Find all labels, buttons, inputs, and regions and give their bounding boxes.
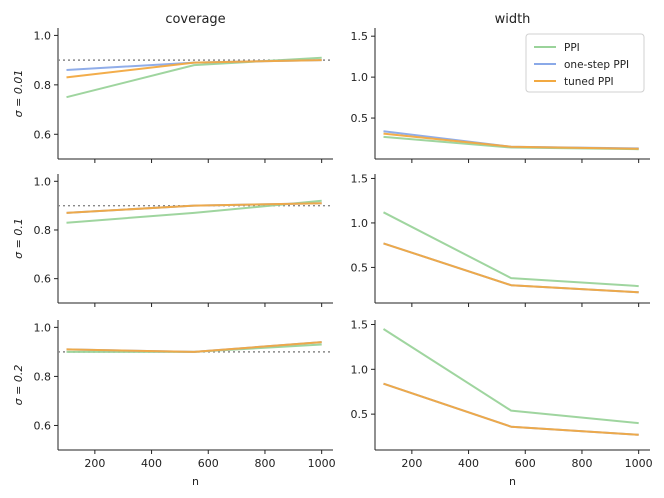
panel-0-1-y-tick-label: 1.5 [351,30,369,43]
panel-0-0-series-ppi [66,56,322,99]
panel-2-0-series-tuned-ppi [66,341,322,353]
panel-2-1-x-tick-label: 1000 [625,457,653,470]
panel-2-1-y-tick-label: 0.5 [351,408,369,421]
panel-2-0-x-tick-label: 1000 [308,457,336,470]
panel-0-0-series-tuned-ppi [66,59,322,79]
panel-1-1-y-tick-label: 1.0 [351,217,369,230]
panel-0-1-y-tick-label: 1.0 [351,71,369,84]
panel-0-1-y-tick-label: 0.5 [351,112,369,125]
panel-2-0-x-tick-label: 200 [84,457,105,470]
row-label: σ = 0.2 [12,365,25,406]
panel-2-1-series-tuned-ppi [383,382,639,436]
x-axis-label: n [509,475,516,488]
panel-2-1-x-tick-label: 800 [571,457,592,470]
panel-2-1-x-tick-label: 200 [401,457,422,470]
row-label: σ = 0.1 [12,218,25,259]
panel-0-1-series-tuned-ppi [383,132,639,150]
panel-1-1-y-tick-label: 1.5 [351,172,369,185]
panel-2-0-x-tick-label: 600 [198,457,219,470]
panel-1-0-y-tick-label: 1.0 [34,175,52,188]
panel-2-1-x-tick-label: 400 [458,457,479,470]
panel-1-0-y-tick-label: 0.8 [34,224,52,237]
panel-0-0-y-tick-label: 0.8 [34,79,52,92]
panel-2-1-y-tick-label: 1.5 [351,318,369,331]
panel-2-0-y-tick-label: 0.8 [34,370,52,383]
legend-label: one-step PPI [564,59,629,71]
panel-1-1-series-ppi [383,211,639,288]
panel-2-1-y-tick-label: 1.0 [351,363,369,376]
panel-2-0-x-tick-label: 800 [254,457,275,470]
panel-0-0-y-tick-label: 0.6 [34,128,52,141]
column-title-coverage: coverage [165,12,225,27]
x-axis-label: n [192,475,199,488]
panel-2-0-y-tick-label: 0.6 [34,419,52,432]
panel-2-1-series-ppi [382,328,639,425]
panel-1-1-y-tick-label: 0.5 [351,261,369,274]
panel-1-0-series-tuned-ppi [66,202,322,214]
panel-2-1-x-tick-label: 600 [515,457,536,470]
panel-0-0-y-tick-label: 1.0 [34,29,52,42]
column-title-width: width [495,12,531,27]
panel-1-0-y-tick-label: 0.6 [34,273,52,286]
row-label: σ = 0.01 [12,70,25,118]
panel-2-0-y-tick-label: 1.0 [34,321,52,334]
panel-1-1-series-tuned-ppi [383,242,639,294]
legend-box [525,33,645,93]
panel-2-0-x-tick-label: 400 [141,457,162,470]
legend-label: PPI [564,42,580,54]
legend-label: tuned PPI [564,76,614,88]
